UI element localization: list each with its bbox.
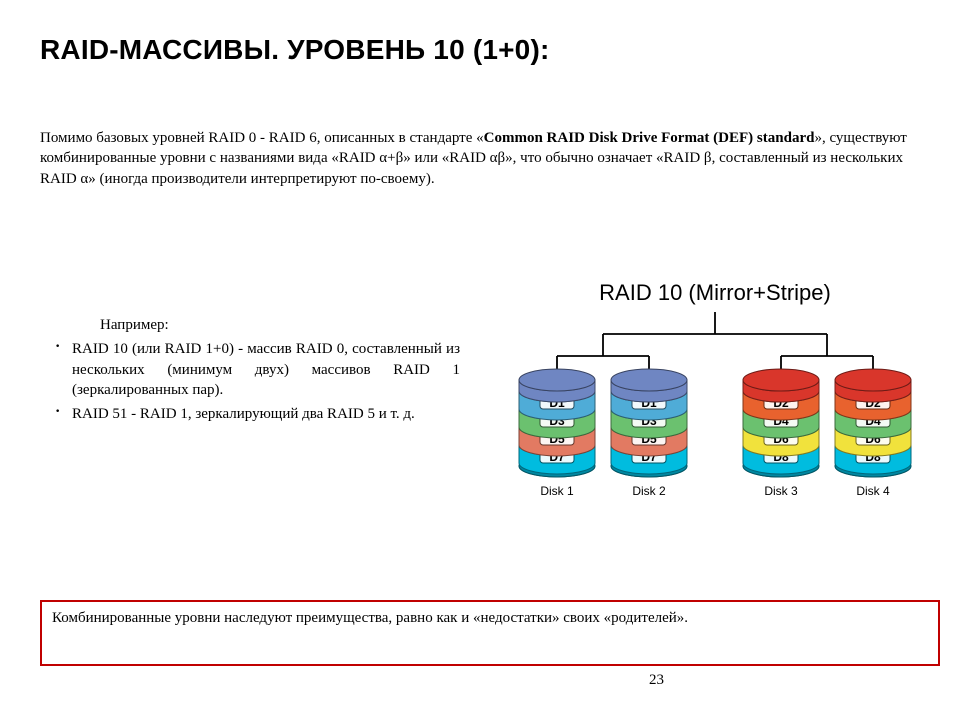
bullet-raid10: RAID 10 (или RAID 1+0) - массив RAID 0, … bbox=[58, 339, 460, 400]
raid10-diagram: RAID 10 (Mirror+Stripe)D7D5D3D1Disk 1D7D… bbox=[500, 278, 930, 568]
intro-paragraph: Помимо базовых уровней RAID 0 - RAID 6, … bbox=[40, 128, 920, 189]
examples-block: Например: RAID 10 (или RAID 1+0) - масси… bbox=[40, 315, 460, 428]
page-title: RAID-МАССИВЫ. УРОВЕНЬ 10 (1+0): bbox=[40, 34, 550, 66]
intro-text-1: Помимо базовых уровней RAID 0 - RAID 6, … bbox=[40, 130, 484, 146]
svg-text:Disk 1: Disk 1 bbox=[540, 484, 574, 498]
examples-lead: Например: bbox=[40, 315, 460, 335]
footer-box: Комбинированные уровни наследуют преимущ… bbox=[40, 600, 940, 666]
page-number: 23 bbox=[649, 672, 664, 689]
slide-container: RAID-МАССИВЫ. УРОВЕНЬ 10 (1+0): Помимо б… bbox=[0, 0, 960, 720]
svg-text:Disk 4: Disk 4 bbox=[856, 484, 890, 498]
bullet-raid51: RAID 51 - RAID 1, зеркалирующий два RAID… bbox=[58, 404, 460, 424]
svg-text:Disk 2: Disk 2 bbox=[632, 484, 666, 498]
svg-text:Disk 3: Disk 3 bbox=[764, 484, 798, 498]
svg-text:RAID 10 (Mirror+Stripe): RAID 10 (Mirror+Stripe) bbox=[599, 280, 831, 305]
intro-bold-1: Common RAID Disk Drive Format (DEF) stan… bbox=[484, 130, 815, 146]
footer-text: Комбинированные уровни наследуют преимущ… bbox=[52, 610, 688, 626]
